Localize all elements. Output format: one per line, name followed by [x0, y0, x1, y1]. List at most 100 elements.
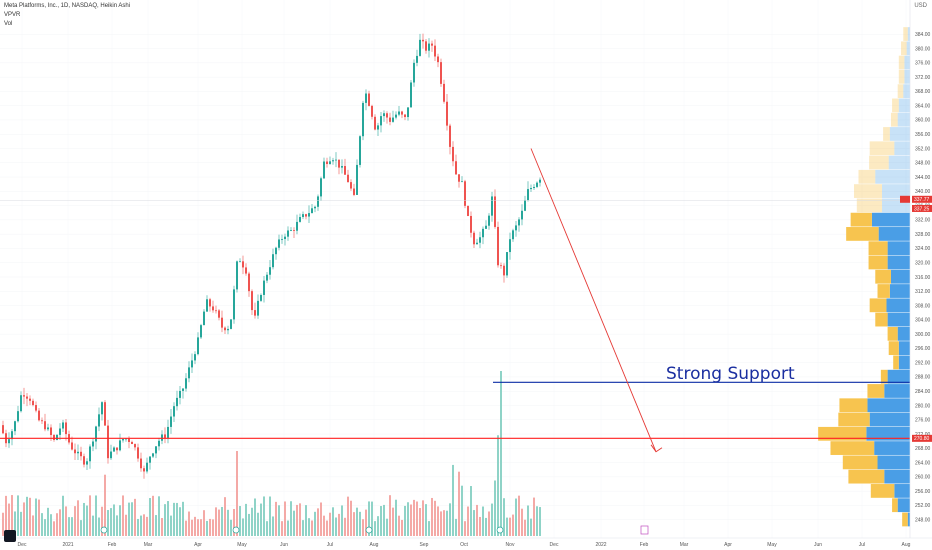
candle-body — [83, 456, 85, 465]
volume-bar — [284, 501, 286, 536]
candle-body — [152, 453, 154, 457]
candle-body — [191, 360, 193, 368]
candle-body — [32, 400, 34, 406]
volume-bar — [269, 496, 271, 536]
volume-bar — [176, 502, 178, 536]
candle-body — [437, 56, 439, 63]
volume-bar — [221, 506, 223, 536]
volume-bar — [272, 516, 274, 536]
volume-bar — [191, 519, 193, 536]
vp-up-bar — [846, 227, 879, 241]
volume-bar — [95, 495, 97, 536]
volume-bar — [512, 514, 514, 536]
candle-body — [35, 405, 37, 411]
volume-bar — [248, 513, 250, 536]
volume-bar — [38, 499, 40, 536]
volume-bar — [68, 517, 70, 536]
price-tick-label: 380.00 — [915, 46, 931, 52]
price-tick-label: 320.00 — [915, 261, 931, 267]
candle-body — [23, 395, 25, 397]
volume-bar — [428, 521, 430, 536]
volume-bar — [524, 519, 526, 536]
candle-body — [104, 402, 106, 426]
candle-body — [170, 416, 172, 427]
vp-up-bar — [858, 169, 876, 184]
volume-bar — [29, 497, 31, 536]
candle-body — [26, 396, 28, 399]
volume-bar — [254, 498, 256, 536]
candle-body — [203, 311, 205, 326]
dividend-marker — [100, 526, 108, 534]
vp-up-bar — [842, 455, 878, 470]
volume-bar — [398, 515, 400, 536]
time-tick-label: Apr — [724, 542, 732, 548]
volume-bar — [14, 511, 16, 536]
candle-body — [356, 164, 358, 195]
candle-body — [383, 113, 385, 117]
candle-body — [344, 166, 346, 175]
candle-body — [443, 83, 445, 102]
candle-body — [329, 161, 331, 165]
vp-down-bar — [884, 469, 910, 484]
candle-body — [425, 41, 427, 51]
candle-body — [107, 425, 109, 459]
time-tick-label: 2021 — [62, 542, 73, 548]
candle-body — [404, 114, 406, 118]
candle-body — [299, 217, 301, 222]
price-tick-label: 332.00 — [915, 218, 931, 224]
candle-body — [467, 205, 469, 216]
volume-bar — [419, 508, 421, 536]
candle-body — [221, 317, 223, 328]
candle-body — [488, 215, 490, 226]
vp-up-bar — [869, 155, 889, 170]
volume-bar — [455, 518, 457, 536]
volume-bar — [464, 521, 466, 536]
time-axis[interactable]: Dec 2021 Feb Mar Apr May Jun Jul Aug Sep Oct Nov Dec… — [0, 537, 932, 548]
annotation-layer: Strong Support — [4, 148, 795, 542]
price-tick-label: 284.00 — [915, 389, 931, 395]
volume-bar — [149, 498, 151, 536]
candle-body — [41, 420, 43, 422]
candle-body — [506, 252, 508, 276]
volume-bar — [167, 501, 169, 536]
indicator-vol-label[interactable]: Vol — [4, 21, 13, 27]
indicator-vpvr-label[interactable]: VPVR — [4, 12, 21, 18]
volume-bar — [290, 501, 292, 536]
candle-body — [188, 367, 190, 379]
vp-down-bar — [894, 484, 910, 498]
volume-bar — [416, 501, 418, 536]
volume-bar — [458, 471, 460, 536]
candle-body — [452, 146, 454, 162]
vp-up-bar — [856, 198, 882, 213]
candle-body — [278, 239, 280, 248]
price-axis[interactable]: 384.00 380.00 376.00 372.00 368.00 364.00 360.… — [900, 0, 932, 550]
price-tick-label: 384.00 — [915, 32, 931, 38]
vp-up-bar — [868, 255, 888, 270]
volume-bar — [449, 503, 451, 536]
volume-bar — [122, 495, 124, 536]
candle-body — [260, 294, 262, 301]
volume-bar — [230, 519, 232, 536]
price-tick-label: 348.00 — [915, 161, 931, 167]
candle-body — [389, 117, 391, 122]
volume-bar — [386, 518, 388, 536]
volume-bar — [515, 498, 517, 536]
price-tick-label: 360.00 — [915, 118, 931, 124]
vp-down-bar — [887, 369, 910, 384]
volume-bar — [413, 499, 415, 536]
volume-bar — [152, 495, 154, 536]
grid-layer — [0, 34, 910, 520]
candle-body — [155, 446, 157, 454]
volume-bar — [353, 512, 355, 536]
candle-body — [512, 230, 514, 240]
volume-bar — [320, 502, 322, 536]
candle-body — [284, 236, 286, 240]
candle-body — [455, 161, 457, 175]
volume-bar — [83, 502, 85, 536]
volume-bar — [533, 497, 535, 536]
volume-bar — [206, 520, 208, 536]
volume-bar — [404, 505, 406, 536]
volume-bar — [182, 501, 184, 536]
volume-bar — [119, 505, 121, 536]
